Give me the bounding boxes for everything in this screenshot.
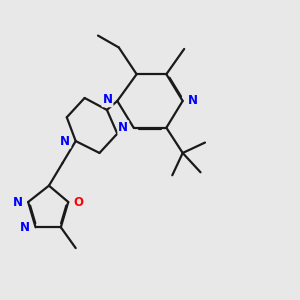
Text: N: N: [13, 196, 23, 208]
Text: N: N: [118, 121, 128, 134]
Text: N: N: [20, 221, 30, 234]
Text: N: N: [188, 94, 198, 107]
Text: O: O: [74, 196, 84, 208]
Text: N: N: [103, 93, 112, 106]
Text: N: N: [60, 135, 70, 148]
